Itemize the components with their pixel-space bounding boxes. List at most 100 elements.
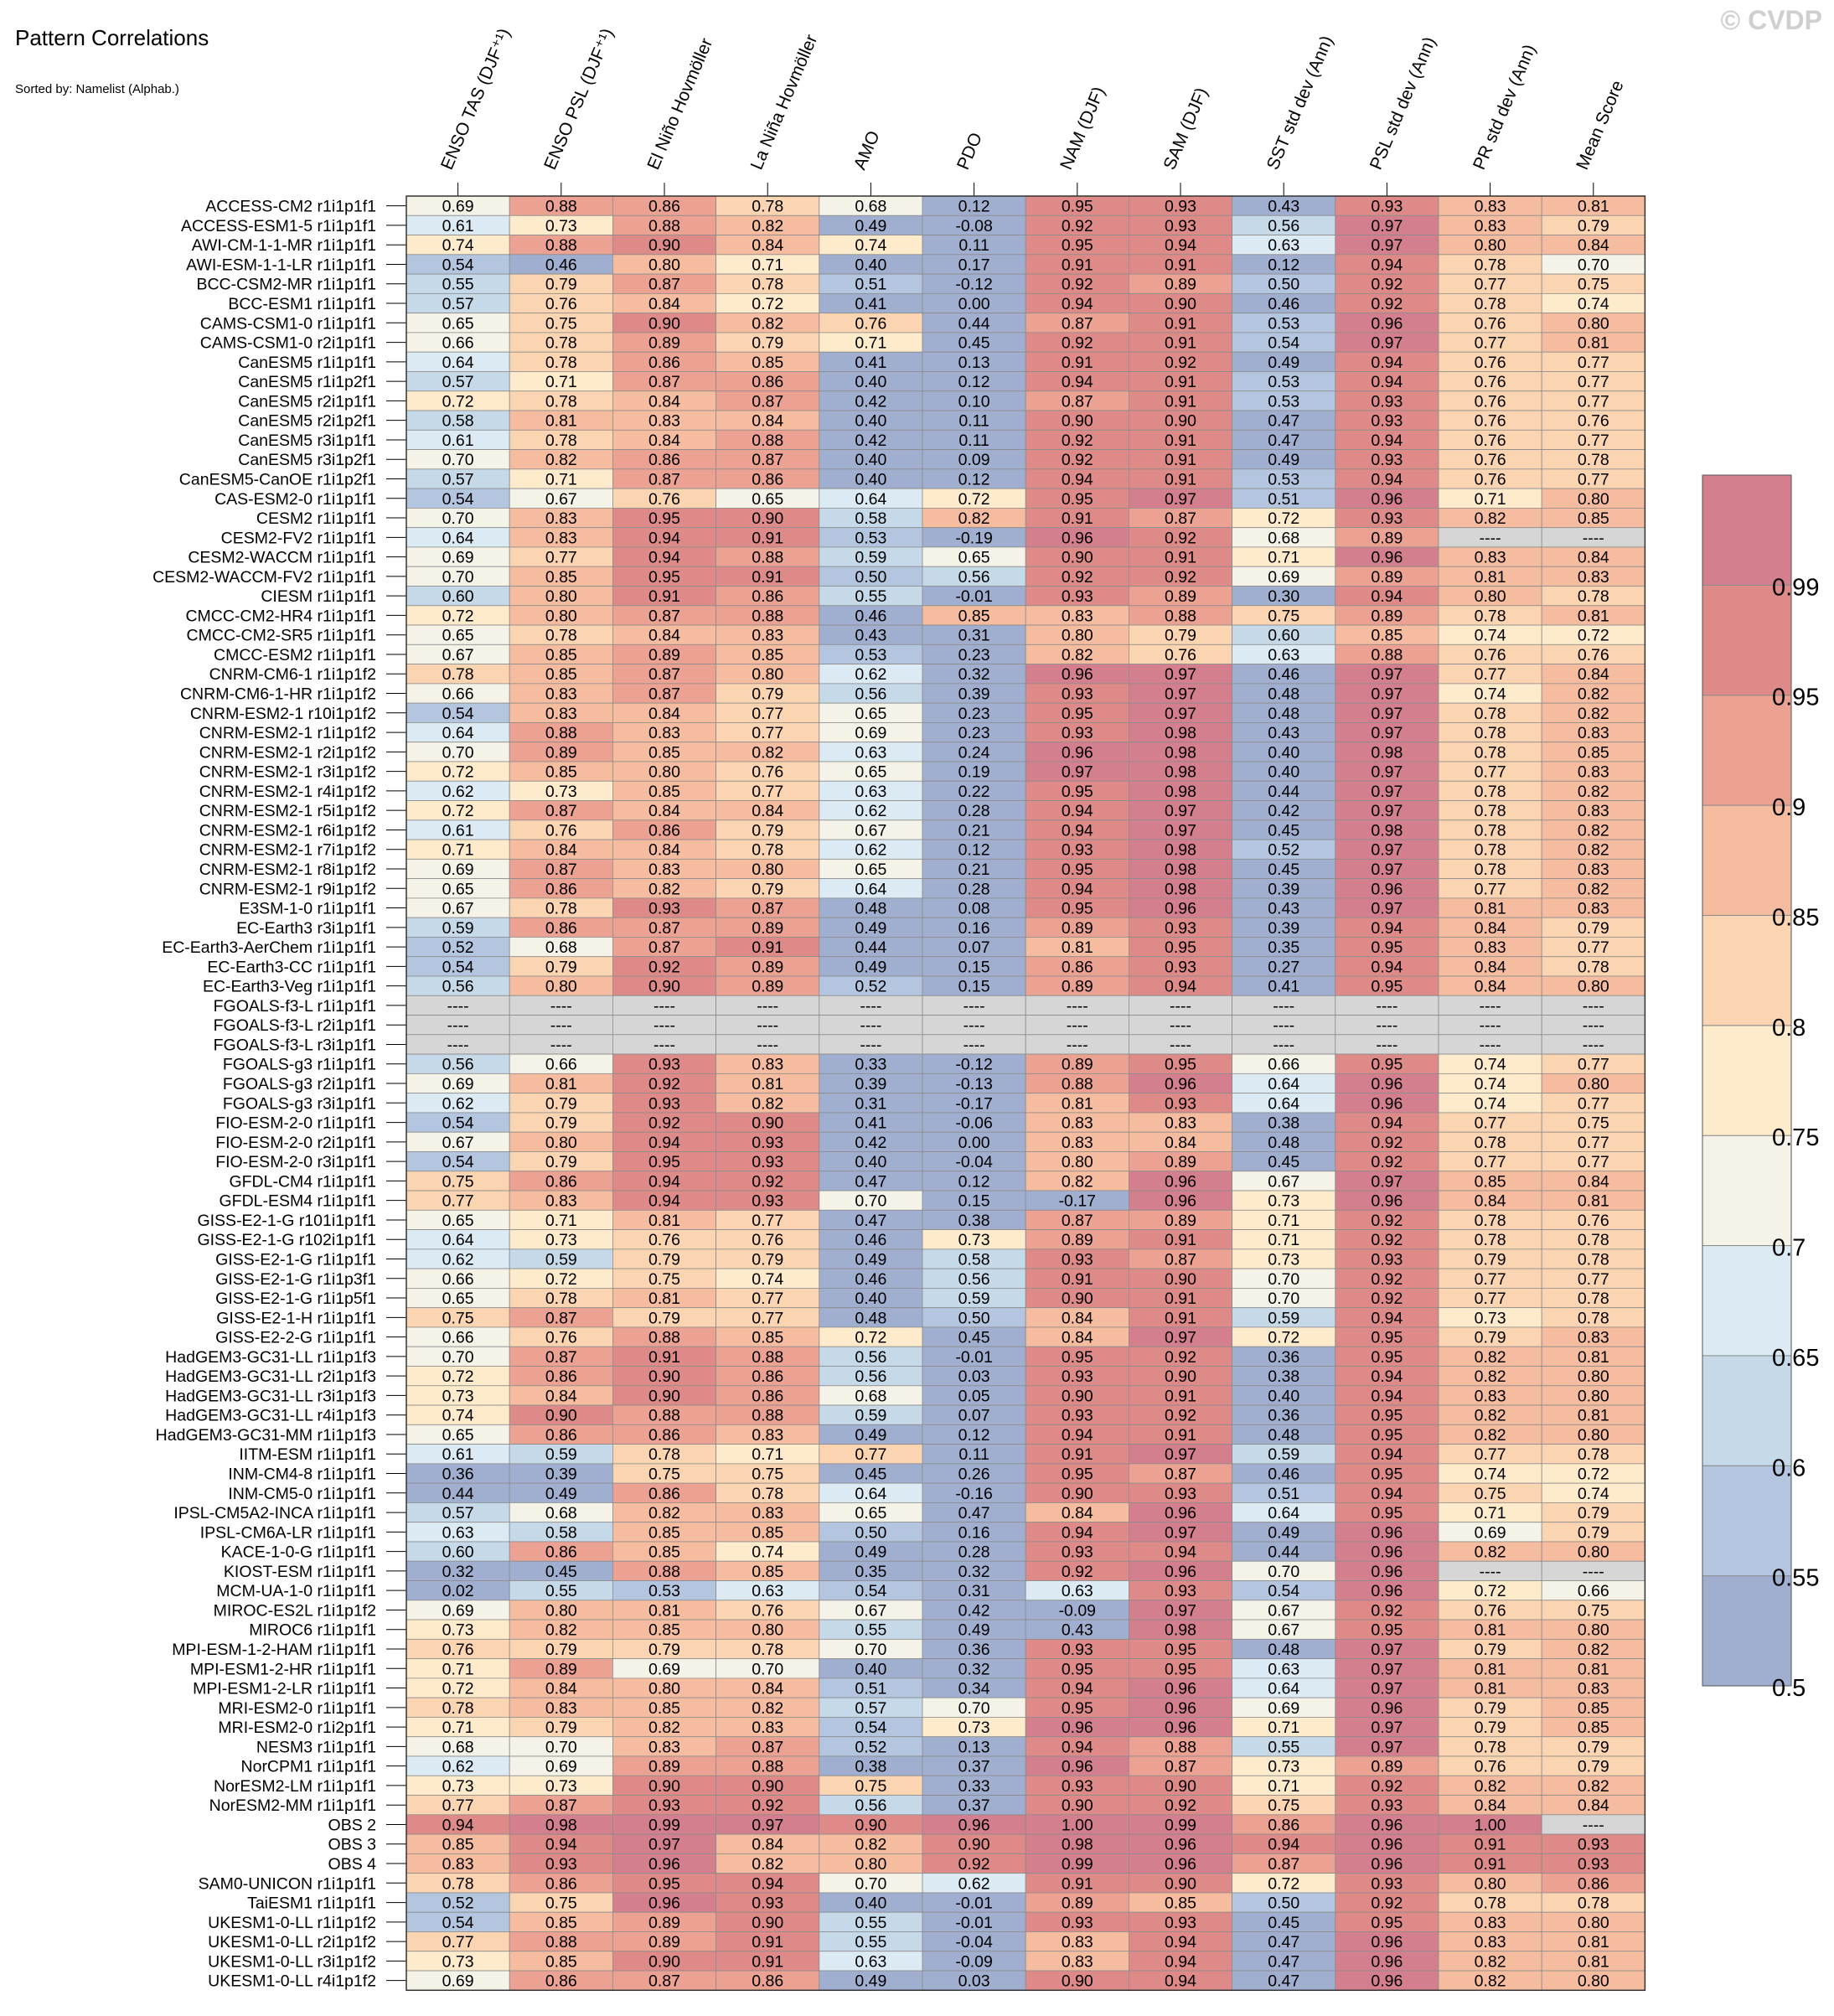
- cell-value: 0.76: [545, 821, 577, 840]
- cell-value: 0.65: [958, 549, 990, 567]
- cell-value: 0.91: [1165, 549, 1196, 567]
- cell-value: 0.86: [545, 1172, 577, 1191]
- cell-value: 0.82: [648, 1719, 680, 1737]
- cell-value: 0.75: [1578, 276, 1609, 294]
- cell-value: 0.90: [958, 1836, 990, 1854]
- cell-value: 0.36: [1268, 1407, 1299, 1425]
- cell-value: 0.66: [545, 1056, 577, 1074]
- cell-value: 0.90: [752, 1914, 783, 1932]
- cell-value: 0.91: [1062, 1445, 1093, 1464]
- cell-value: 0.71: [1268, 1212, 1299, 1230]
- cell-value: 0.80: [752, 1621, 783, 1640]
- cell-value: 0.80: [1578, 1621, 1609, 1640]
- row-label: AWI-CM-1-1-MR r1i1p1f1: [192, 236, 376, 255]
- cell-value: 0.88: [752, 1407, 783, 1425]
- cell-value: 0.89: [1062, 919, 1093, 938]
- cell-value: 0.49: [855, 958, 886, 976]
- cell-value: 0.94: [648, 1192, 680, 1211]
- cell-value: 0.93: [1165, 919, 1196, 938]
- cell-value: 0.13: [958, 1738, 990, 1756]
- cell-value: 0.62: [855, 841, 886, 860]
- cell-value: 0.44: [1268, 1543, 1299, 1562]
- cell-value: 0.66: [1268, 1056, 1299, 1074]
- cell-value: 0.79: [1578, 1738, 1609, 1756]
- cell-value: 0.70: [545, 1738, 577, 1756]
- cell-value: 0.94: [1062, 821, 1093, 840]
- cell-value: 0.87: [1268, 1855, 1299, 1874]
- cell-value: 0.82: [1578, 821, 1609, 840]
- cell-value: 0.91: [752, 568, 783, 587]
- cell-value: 0.98: [1165, 763, 1196, 782]
- cell-value: 0.94: [1062, 802, 1093, 820]
- cell-value: 0.98: [1062, 1836, 1093, 1854]
- cell-value: 0.10: [958, 392, 990, 411]
- row-label: FGOALS-f3-L r1i1p1f1: [214, 997, 376, 1016]
- cell-value: 0.77: [1475, 665, 1506, 684]
- cell-value: 0.84: [648, 392, 680, 411]
- cell-value: 0.70: [855, 1641, 886, 1659]
- cell-value: 0.31: [958, 627, 990, 645]
- cell-value: 0.64: [442, 724, 474, 742]
- cell-value: 0.59: [442, 919, 474, 938]
- cell-value: -0.19: [955, 529, 992, 547]
- cell-value: 0.78: [752, 841, 783, 860]
- row-label: AWI-ESM-1-1-LR r1i1p1f1: [186, 256, 376, 274]
- cell-value: 0.84: [1578, 1172, 1609, 1191]
- cell-value: 0.87: [752, 392, 783, 411]
- cell-value: 0.93: [1371, 509, 1403, 528]
- cell-value: 0.46: [1268, 295, 1299, 313]
- cell-value: 0.93: [648, 1094, 680, 1113]
- cell-value: 0.97: [1371, 665, 1403, 684]
- row-label: GISS-E2-1-H r1i1p1f1: [216, 1309, 376, 1327]
- cell-value: 0.87: [648, 373, 680, 391]
- cell-value: 0.82: [1578, 841, 1609, 860]
- colorbar-label: 0.85: [1772, 904, 1819, 931]
- cell-value: 0.00: [958, 295, 990, 313]
- cell-value: ----: [1376, 997, 1397, 1016]
- cell-value: 0.81: [648, 1601, 680, 1620]
- cell-value: 0.47: [1268, 1952, 1299, 1971]
- cell-value: 0.80: [1578, 1914, 1609, 1932]
- cell-value: 0.89: [1371, 568, 1403, 587]
- cell-value: 0.68: [855, 1387, 886, 1405]
- cell-value: 0.86: [545, 1874, 577, 1893]
- cell-value: 0.79: [1165, 627, 1196, 645]
- cell-value: 0.78: [752, 276, 783, 294]
- cell-value: 0.88: [545, 724, 577, 742]
- cell-value: 0.92: [1371, 276, 1403, 294]
- cell-value: ----: [1273, 1016, 1294, 1035]
- cell-value: 0.88: [752, 1758, 783, 1776]
- cell-value: 0.73: [958, 1719, 990, 1737]
- cell-value: 0.82: [545, 451, 577, 469]
- cell-value: 0.87: [648, 938, 680, 957]
- cell-value: 0.70: [442, 743, 474, 762]
- cell-value: 0.78: [1475, 743, 1506, 762]
- cell-value: 0.80: [1475, 1874, 1506, 1893]
- cell-value: 0.91: [1165, 1290, 1196, 1308]
- cell-value: 0.87: [752, 451, 783, 469]
- cell-value: 0.86: [752, 587, 783, 606]
- cell-value: 0.87: [545, 861, 577, 879]
- cell-value: 0.94: [442, 1816, 474, 1834]
- cell-value: 0.95: [1371, 978, 1403, 996]
- cell-value: 0.87: [1165, 1758, 1196, 1776]
- cell-value: 0.40: [855, 1895, 886, 1913]
- cell-value: 0.00: [958, 1134, 990, 1152]
- cell-value: 0.62: [958, 1874, 990, 1893]
- row-label: CanESM5-CanOE r1i1p2f1: [179, 470, 376, 488]
- cell-value: 0.94: [1268, 1836, 1299, 1854]
- column-header: PR std dev (Ann): [1470, 42, 1540, 173]
- cell-value: 0.95: [1371, 938, 1403, 957]
- cell-value: 0.55: [855, 1914, 886, 1932]
- cell-value: 0.96: [1371, 1582, 1403, 1600]
- cell-value: 0.46: [1268, 1465, 1299, 1484]
- cell-value: 0.76: [648, 490, 680, 509]
- cell-value: 0.69: [648, 1660, 680, 1678]
- cell-value: 0.41: [1268, 978, 1299, 996]
- cell-value: 0.49: [855, 919, 886, 938]
- row-label: MIROC-ES2L r1i1p1f2: [214, 1601, 376, 1620]
- cell-value: 0.75: [855, 1777, 886, 1796]
- cell-value: 0.67: [442, 900, 474, 918]
- cell-value: 0.98: [1371, 743, 1403, 762]
- cell-value: 0.97: [1371, 900, 1403, 918]
